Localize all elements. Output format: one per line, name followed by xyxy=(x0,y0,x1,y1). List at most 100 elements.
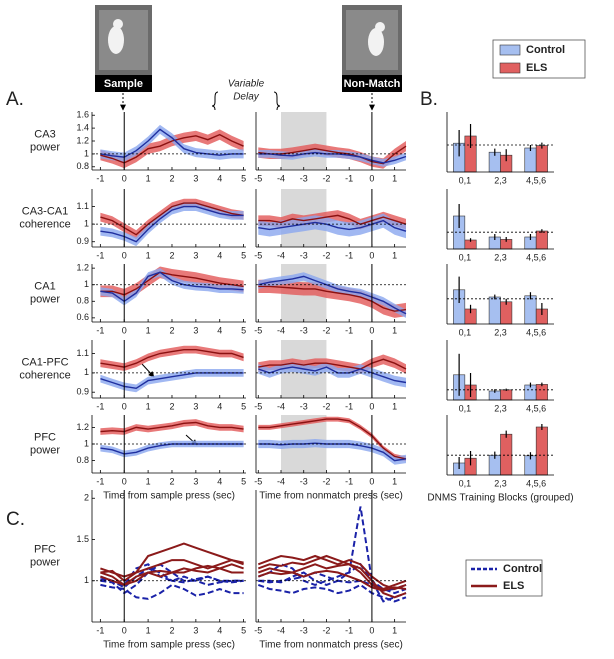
error-band xyxy=(100,369,244,393)
x-tick-label: 2,3 xyxy=(494,252,507,262)
animal-line xyxy=(258,506,407,603)
y-tick-label: 1.2 xyxy=(76,422,89,432)
y-tick-label: 0.8 xyxy=(76,161,89,171)
error-band xyxy=(100,268,244,306)
y-tick-label: 0.8 xyxy=(76,296,89,306)
panel-label: A. xyxy=(6,89,24,110)
y-tick-label: 1 xyxy=(84,367,89,377)
x-tick-label: 1 xyxy=(392,476,397,486)
x-tick-label: -1 xyxy=(345,173,353,183)
bar xyxy=(535,230,548,250)
error-band xyxy=(100,202,244,247)
bar xyxy=(524,147,537,173)
x-tick-label: -3 xyxy=(300,625,308,635)
bar xyxy=(500,301,513,325)
x-tick-label: 1 xyxy=(146,401,151,411)
x-tick-label: -3 xyxy=(300,173,308,183)
x-tick-label: -2 xyxy=(322,476,330,486)
x-tick-label: 2 xyxy=(169,401,174,411)
x-tick-label: 2,3 xyxy=(494,403,507,413)
x-tick-label: 0 xyxy=(122,325,127,335)
y-tick-label: 0.6 xyxy=(76,312,89,322)
x-tick-label: 2 xyxy=(169,476,174,486)
animal-line xyxy=(100,583,244,600)
x-tick-label: -4 xyxy=(277,250,285,260)
x-tick-label: 0,1 xyxy=(459,478,472,488)
x-tick-label: 0 xyxy=(369,625,374,635)
row-label: CA3 xyxy=(34,128,55,140)
legend-label: ELS xyxy=(503,580,524,592)
x-tick-label: -1 xyxy=(96,325,104,335)
x-tick-label: 0 xyxy=(122,476,127,486)
bar xyxy=(535,426,548,476)
mean-line xyxy=(258,418,407,460)
x-tick-label: -1 xyxy=(96,250,104,260)
x-tick-label: -4 xyxy=(277,325,285,335)
x-tick-label: 0 xyxy=(369,250,374,260)
x-axis-label: Time from sample press (sec) xyxy=(103,640,235,651)
mean-line xyxy=(258,285,407,312)
x-tick-label: 5 xyxy=(241,173,246,183)
bar xyxy=(524,295,537,325)
x-axis-label: Time from sample press (sec) xyxy=(103,491,235,502)
x-tick-label: 3 xyxy=(193,173,198,183)
x-tick-label: 1 xyxy=(392,250,397,260)
x-tick-label: 2 xyxy=(169,250,174,260)
y-tick-label: 2 xyxy=(84,493,89,503)
x-tick-label: 0 xyxy=(369,325,374,335)
x-tick-label: 0,1 xyxy=(459,252,472,262)
x-tick-label: -1 xyxy=(96,625,104,635)
panel-label: C. xyxy=(6,509,25,530)
sample-photo: Sample xyxy=(95,5,152,92)
x-tick-label: 0,1 xyxy=(459,403,472,413)
error-band xyxy=(258,279,406,318)
error-band xyxy=(258,272,406,318)
x-tick-label: -5 xyxy=(254,401,262,411)
animal-line xyxy=(257,563,407,591)
animal-line xyxy=(257,583,407,603)
x-tick-label: -4 xyxy=(277,625,285,635)
x-tick-label: 0 xyxy=(369,401,374,411)
row-label: CA1-PFC xyxy=(21,356,68,368)
x-tick-label: 4 xyxy=(217,325,222,335)
x-tick-label: -5 xyxy=(254,476,262,486)
x-tick-label: 1 xyxy=(146,625,151,635)
row-label: CA1 xyxy=(34,280,55,292)
x-tick-label: -5 xyxy=(254,250,262,260)
x-tick-label: -3 xyxy=(300,401,308,411)
x-tick-label: -4 xyxy=(277,401,285,411)
x-tick-label: -1 xyxy=(96,476,104,486)
x-tick-label: 2,3 xyxy=(494,327,507,337)
shaded-window xyxy=(281,112,327,170)
x-tick-label: 2 xyxy=(169,625,174,635)
x-tick-label: -4 xyxy=(277,476,285,486)
mean-line xyxy=(258,145,407,165)
x-tick-label: 0 xyxy=(369,173,374,183)
x-tick-label: -3 xyxy=(300,476,308,486)
error-band xyxy=(258,148,406,167)
x-tick-label: 1 xyxy=(392,625,397,635)
x-tick-label: 0 xyxy=(369,476,374,486)
animal-line xyxy=(100,559,244,583)
x-tick-label: -1 xyxy=(345,476,353,486)
nonmatch-photo: Non-Match xyxy=(342,5,402,92)
sample-label: Sample xyxy=(104,78,143,90)
y-tick-label: 0.9 xyxy=(76,236,89,246)
animal-line xyxy=(257,569,407,592)
bar xyxy=(535,145,548,173)
legend-swatch xyxy=(499,62,521,74)
row-label: coherence xyxy=(19,369,70,381)
row-label: power xyxy=(30,556,60,568)
nonmatch-label: Non-Match xyxy=(344,78,401,90)
bar xyxy=(535,384,548,401)
error-band xyxy=(100,124,244,162)
x-tick-label: 4,5,6 xyxy=(526,403,546,413)
x-tick-label: 2 xyxy=(169,173,174,183)
delay-label: Variable xyxy=(228,79,265,90)
x-tick-label: -5 xyxy=(254,625,262,635)
error-band xyxy=(258,416,406,462)
mean-line xyxy=(258,358,407,370)
y-tick-label: 1.4 xyxy=(76,122,89,132)
mean-line xyxy=(258,219,407,232)
